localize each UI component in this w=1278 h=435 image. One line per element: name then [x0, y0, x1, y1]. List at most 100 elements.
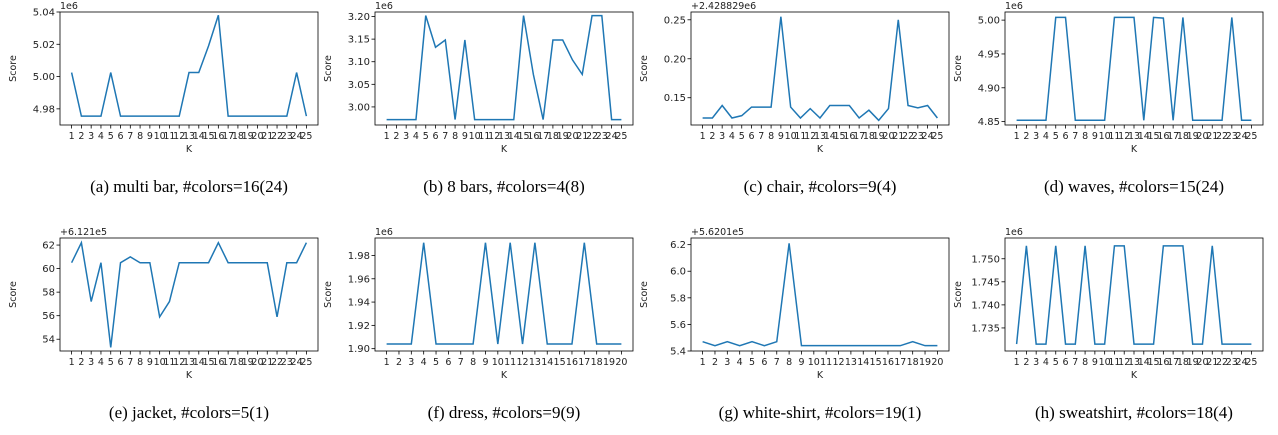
x-tick-label: 4 [729, 131, 735, 142]
x-tick-label: 13 [183, 357, 195, 368]
panel-caption: (c) chair, #colors=9(4) [744, 177, 897, 196]
y-tick-label: 1.98 [348, 251, 370, 262]
x-tick-label: 17 [853, 131, 865, 142]
x-tick-label: 3 [1033, 131, 1039, 142]
x-tick-label: 5 [1053, 131, 1059, 142]
x-axis-label: K [501, 144, 508, 155]
x-tick-label: 22 [1216, 357, 1228, 368]
y-tick-label: 5.02 [33, 40, 55, 51]
x-tick-label: 3 [719, 131, 725, 142]
y-tick-label: 0.15 [664, 93, 686, 104]
x-tick-label: 7 [127, 131, 133, 142]
x-tick-label: 16 [843, 131, 855, 142]
x-tick-label: 19 [603, 357, 615, 368]
x-tick-label: 13 [1128, 357, 1140, 368]
x-tick-label: 22 [271, 131, 283, 142]
x-tick-label: 20 [882, 131, 894, 142]
x-tick-label: 12 [832, 357, 844, 368]
x-tick-label: 8 [786, 357, 792, 368]
x-axis-label: K [817, 370, 824, 381]
y-offset-label: 1e6 [1005, 227, 1023, 238]
x-tick-label: 15 [203, 357, 215, 368]
x-tick-label: 15 [1148, 131, 1160, 142]
x-tick-label: 24 [606, 131, 618, 142]
x-tick-label: 11 [820, 357, 832, 368]
axes-frame [690, 11, 950, 126]
x-tick-label: 7 [458, 357, 464, 368]
x-tick-label: 16 [1157, 357, 1169, 368]
x-tick-label: 11 [478, 131, 490, 142]
panel-caption: (a) multi bar, #colors=16(24) [90, 177, 288, 196]
y-tick-label: 1.735 [971, 323, 1000, 334]
x-tick-label: 1 [700, 357, 706, 368]
x-tick-label: 18 [1177, 357, 1189, 368]
x-tick-label: 20 [251, 357, 263, 368]
x-axis-label: K [186, 144, 193, 155]
x-tick-label: 4 [1043, 131, 1049, 142]
x-tick-label: 12 [804, 131, 816, 142]
x-tick-label: 20 [931, 357, 943, 368]
x-tick-label: 15 [203, 131, 215, 142]
x-tick-label: 16 [882, 357, 894, 368]
y-tick-label: 6.0 [670, 267, 686, 278]
x-tick-label: 2 [78, 357, 84, 368]
y-tick-label: 0.20 [664, 54, 686, 65]
x-tick-label: 14 [1138, 131, 1150, 142]
y-tick-label: 56 [42, 311, 55, 322]
y-tick-label: 5.4 [670, 347, 686, 358]
series-line [1016, 16, 1252, 122]
x-tick-label: 16 [566, 357, 578, 368]
x-tick-label: 18 [907, 357, 919, 368]
x-tick-label: 10 [492, 357, 504, 368]
x-tick-label: 11 [163, 357, 175, 368]
x-tick-label: 25 [615, 131, 627, 142]
x-tick-label: 18 [1177, 131, 1189, 142]
x-tick-label: 10 [785, 131, 797, 142]
x-tick-label: 12 [516, 357, 528, 368]
x-tick-label: 15 [834, 131, 846, 142]
y-offset-label: 1e6 [1005, 1, 1023, 12]
y-tick-label: 3.20 [348, 12, 370, 23]
x-tick-label: 18 [863, 131, 875, 142]
series-line [1015, 245, 1252, 345]
x-tick-label: 2 [712, 357, 718, 368]
x-tick-label: 2 [78, 131, 84, 142]
x-tick-label: 12 [1118, 131, 1130, 142]
y-tick-label: 4.85 [978, 117, 1000, 128]
x-tick-label: 4 [98, 131, 104, 142]
x-tick-label: 23 [912, 131, 924, 142]
y-offset-label: 1e6 [60, 1, 78, 12]
x-tick-label: 9 [778, 131, 784, 142]
axes-frame [1004, 11, 1264, 126]
x-tick-label: 19 [1187, 357, 1199, 368]
x-tick-label: 16 [212, 131, 224, 142]
x-tick-label: 5 [108, 357, 114, 368]
x-tick-label: 1 [700, 131, 706, 142]
x-tick-label: 19 [242, 357, 254, 368]
x-tick-label: 22 [1216, 131, 1228, 142]
y-tick-label: 5.04 [33, 8, 55, 19]
x-tick-label: 10 [1099, 357, 1111, 368]
x-tick-label: 19 [242, 131, 254, 142]
x-tick-label: 11 [1108, 357, 1120, 368]
x-tick-label: 1 [384, 357, 390, 368]
y-tick-label: 5.8 [670, 293, 686, 304]
x-tick-label: 4 [1043, 357, 1049, 368]
x-tick-label: 9 [798, 357, 804, 368]
x-tick-label: 22 [271, 357, 283, 368]
chart-panel-b: 3.003.053.103.153.201 2 3 4 5 6 7 8 9 10111213141… [323, 1, 634, 196]
x-tick-label: 11 [1108, 131, 1120, 142]
axes-frame [59, 11, 319, 126]
x-tick-label: 23 [1226, 357, 1238, 368]
series-line [70, 15, 308, 117]
x-tick-label: 21 [1206, 131, 1218, 142]
y-tick-label: 1.750 [971, 254, 1000, 265]
x-tick-label: 8 [137, 357, 143, 368]
x-tick-label: 9 [147, 131, 153, 142]
x-tick-label: 17 [1167, 131, 1179, 142]
x-tick-label: 24 [291, 357, 303, 368]
panel-caption: (e) jacket, #colors=5(1) [109, 403, 269, 422]
y-tick-label: 5.00 [33, 72, 55, 83]
y-tick-label: 3.15 [348, 35, 370, 46]
axes-frame [59, 237, 319, 352]
